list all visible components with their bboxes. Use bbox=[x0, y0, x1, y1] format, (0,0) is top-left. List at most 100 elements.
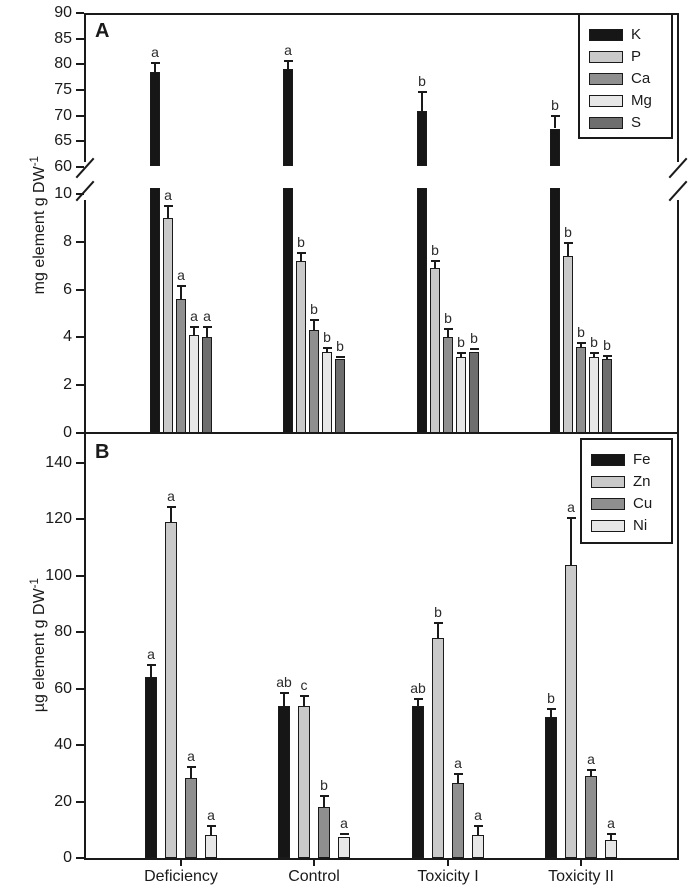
panel-a-lower-y-tick-mark bbox=[76, 432, 84, 434]
panel-a-lower-y-tick-label: 6 bbox=[63, 280, 72, 298]
bar-p-deficiency-error-cap bbox=[163, 205, 173, 208]
panel-b-y-axis-title: µg element g DW-1 bbox=[29, 560, 49, 730]
bar-mg-toxicity-ii bbox=[589, 356, 599, 433]
bar-fe-control-error-line bbox=[283, 694, 285, 706]
legend-swatch-cu bbox=[591, 498, 625, 510]
bar-p-toxicity-i-error-line bbox=[434, 262, 436, 269]
bar-mg-deficiency-error-cap bbox=[189, 325, 199, 328]
bar-cu-control-error-cap bbox=[319, 795, 329, 798]
panel-a-lower-y-tick-mark bbox=[76, 240, 84, 243]
bar-zn-deficiency-error-cap bbox=[166, 506, 176, 509]
panel-a-upper-y-tick-label: 60 bbox=[54, 158, 72, 175]
panel-a-lower-y-tick-label: 2 bbox=[63, 376, 72, 394]
bar-s-toxicity-i-error-cap bbox=[469, 347, 479, 350]
panel-b-y-tick-label: 80 bbox=[54, 623, 72, 641]
panel-a-left-axis-upper bbox=[84, 13, 86, 162]
legend-label-mg: Mg bbox=[631, 92, 652, 109]
bar-zn-toxicity-i-error-cap bbox=[433, 621, 443, 624]
legend-label-cu: Cu bbox=[633, 495, 653, 512]
bar-s-toxicity-i bbox=[469, 351, 479, 433]
legend-swatch-zn bbox=[591, 476, 625, 488]
bar-cu-control-error-line bbox=[323, 797, 325, 808]
x-tick-mark bbox=[180, 860, 182, 866]
legend-label-k: K bbox=[631, 26, 642, 43]
panel-b-y-tick-mark bbox=[76, 744, 84, 747]
panel-b-label: B bbox=[95, 441, 110, 463]
bar-mg-toxicity-i-error-cap bbox=[456, 351, 466, 354]
bar-zn-toxicity-ii bbox=[565, 564, 577, 858]
bar-k-control-error-line bbox=[287, 61, 289, 70]
bar-cu-deficiency-error-cap bbox=[186, 765, 196, 768]
bar-p-toxicity-ii-error-cap bbox=[563, 242, 573, 245]
bar-ni-toxicity-i-error-line bbox=[477, 826, 479, 836]
bar-k-toxicity-i-lower-segment bbox=[417, 188, 427, 433]
bar-k-control-sig-letter: a bbox=[284, 41, 292, 58]
bar-mg-deficiency bbox=[189, 335, 199, 433]
x-tick-mark bbox=[447, 860, 449, 866]
bar-ca-control-error-line bbox=[313, 320, 315, 331]
bar-ni-toxicity-i-sig-letter: a bbox=[474, 806, 482, 823]
panel-b-y-tick-label: 0 bbox=[63, 849, 72, 866]
panel-b-y-tick-mark bbox=[76, 631, 84, 634]
panel-b-bottom-axis bbox=[84, 858, 679, 860]
bar-ca-toxicity-ii-error-line bbox=[580, 344, 582, 347]
panel-a-lower-y-tick-mark bbox=[76, 336, 84, 339]
bar-cu-deficiency-sig-letter: a bbox=[187, 747, 195, 764]
bar-fe-toxicity-i-error-line bbox=[417, 700, 419, 706]
bar-zn-toxicity-ii-error-cap bbox=[566, 517, 576, 520]
panel-a-upper-y-tick-mark bbox=[76, 89, 84, 91]
bar-ni-control-sig-letter: a bbox=[340, 815, 348, 832]
bar-ni-toxicity-ii-error-cap bbox=[606, 833, 616, 836]
bar-fe-deficiency-error-line bbox=[150, 666, 152, 678]
bar-p-toxicity-ii-error-line bbox=[567, 244, 569, 257]
bar-k-toxicity-ii-upper-segment bbox=[550, 128, 560, 166]
panel-a-lower-y-tick-label: 4 bbox=[63, 328, 72, 346]
bar-cu-deficiency-error-line bbox=[190, 767, 192, 778]
panel-b-y-tick-label: 100 bbox=[45, 566, 72, 584]
bar-k-deficiency-error-line bbox=[154, 63, 156, 73]
legend-swatch-p bbox=[589, 51, 623, 63]
panel-b-y-tick-label: 120 bbox=[45, 510, 72, 528]
panel-a-upper-y-tick-mark bbox=[76, 37, 84, 40]
bar-k-control-upper-segment bbox=[283, 69, 293, 166]
bar-s-control-error-cap bbox=[335, 355, 345, 358]
bar-p-toxicity-ii bbox=[563, 256, 573, 433]
bar-k-deficiency-upper-segment bbox=[150, 72, 160, 166]
x-category-label: Toxicity I bbox=[417, 868, 479, 885]
bar-zn-control bbox=[298, 705, 310, 858]
legend-label-ca: Ca bbox=[631, 70, 651, 87]
bar-mg-toxicity-ii-error-cap bbox=[589, 351, 599, 354]
bar-k-toxicity-ii-error-cap bbox=[550, 115, 560, 118]
axis-break-slash bbox=[668, 180, 688, 202]
bar-ni-toxicity-ii-sig-letter: a bbox=[607, 815, 615, 832]
panel-a-upper-y-tick-mark bbox=[76, 166, 84, 168]
panel-a-upper-y-tick-label: 80 bbox=[54, 55, 72, 73]
panel-a-upper-y-tick-mark bbox=[76, 12, 84, 14]
bar-fe-toxicity-ii-error-line bbox=[550, 709, 552, 717]
panel-a-lower-y-tick-mark bbox=[76, 193, 84, 195]
bar-fe-toxicity-ii bbox=[545, 716, 557, 858]
bar-k-toxicity-ii-sig-letter: b bbox=[551, 97, 559, 114]
bar-p-deficiency-error-line bbox=[167, 207, 169, 218]
bar-p-deficiency-sig-letter: a bbox=[164, 187, 172, 204]
bar-zn-deficiency-error-line bbox=[170, 508, 172, 523]
bar-s-deficiency-error-cap bbox=[202, 325, 212, 328]
bar-mg-toxicity-i-sig-letter: b bbox=[457, 333, 465, 350]
bar-fe-deficiency-sig-letter: a bbox=[147, 646, 155, 663]
legend-swatch-mg bbox=[589, 95, 623, 107]
bar-zn-control-error-cap bbox=[299, 695, 309, 698]
bar-ca-toxicity-i-error-line bbox=[447, 330, 449, 338]
bar-s-toxicity-ii-sig-letter: b bbox=[603, 336, 611, 353]
bar-ni-toxicity-i bbox=[472, 835, 484, 858]
bar-ca-toxicity-i-sig-letter: b bbox=[444, 310, 452, 327]
bar-cu-toxicity-ii bbox=[585, 776, 597, 858]
bar-zn-toxicity-ii-error-line bbox=[570, 519, 572, 565]
x-tick-mark bbox=[580, 860, 582, 866]
panel-a-left-axis-lower bbox=[84, 200, 86, 433]
bar-ca-toxicity-ii-error-cap bbox=[576, 342, 586, 345]
bar-zn-control-error-line bbox=[303, 697, 305, 706]
bar-k-deficiency-lower-segment bbox=[150, 188, 160, 433]
bar-s-control-sig-letter: b bbox=[336, 337, 344, 354]
legend-label-s: S bbox=[631, 114, 642, 131]
bar-mg-control-error-line bbox=[326, 348, 328, 352]
